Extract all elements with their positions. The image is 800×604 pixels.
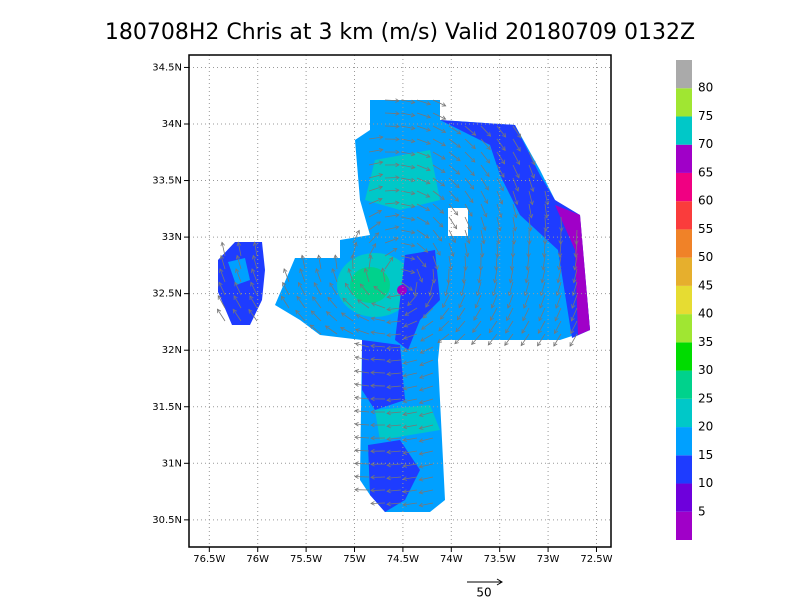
y-tick-label: 33.5N bbox=[152, 176, 182, 187]
colorbar-box bbox=[676, 484, 692, 512]
colorbar-label: 25 bbox=[698, 391, 713, 405]
colorbar-box bbox=[676, 342, 692, 370]
field-patch bbox=[350, 267, 390, 303]
colorbar-box bbox=[676, 286, 692, 314]
x-tick-label: 75W bbox=[343, 554, 366, 565]
y-tick-label: 34N bbox=[162, 119, 182, 130]
colorbar-label: 45 bbox=[698, 278, 713, 292]
y-tick-label: 32N bbox=[162, 345, 182, 356]
wind-arrow bbox=[385, 126, 399, 127]
colorbar-box bbox=[676, 116, 692, 144]
x-tick-label: 76.5W bbox=[193, 554, 225, 565]
colorbar-box bbox=[676, 427, 692, 455]
colorbar-label: 10 bbox=[698, 476, 713, 490]
colorbar-box bbox=[676, 60, 692, 88]
y-tick-label: 31N bbox=[162, 458, 182, 469]
x-tick-label: 73.5W bbox=[484, 554, 516, 565]
y-tick-label: 32.5N bbox=[152, 289, 182, 300]
wind-arrow bbox=[371, 503, 385, 504]
colorbar-box bbox=[676, 314, 692, 342]
colorbar-label: 50 bbox=[698, 250, 713, 264]
colorbar-label: 35 bbox=[698, 335, 713, 349]
colorbar-box bbox=[676, 455, 692, 483]
colorbar-box bbox=[676, 88, 692, 116]
y-tick-label: 33N bbox=[162, 232, 182, 243]
colorbar-label: 65 bbox=[698, 165, 713, 179]
y-tick-label: 34.5N bbox=[152, 62, 182, 73]
wind-arrow bbox=[371, 372, 385, 373]
colorbar-label: 30 bbox=[698, 363, 713, 377]
colorbar-label: 15 bbox=[698, 448, 713, 462]
colorbar-label: 75 bbox=[698, 109, 713, 123]
chart-title: 180708H2 Chris at 3 km (m/s) Valid 20180… bbox=[105, 20, 695, 45]
y-tick-label: 31.5N bbox=[152, 402, 182, 413]
colorbar-label: 20 bbox=[698, 420, 713, 434]
colorbar-label: 60 bbox=[698, 194, 713, 208]
colorbar-label: 70 bbox=[698, 137, 713, 151]
x-tick-label: 73W bbox=[537, 554, 560, 565]
colorbar-label: 55 bbox=[698, 222, 713, 236]
colorbar-box bbox=[676, 173, 692, 201]
colorbar-label: 80 bbox=[698, 81, 713, 95]
colorbar-box bbox=[676, 229, 692, 257]
colorbar-box bbox=[676, 399, 692, 427]
colorbar-box bbox=[676, 371, 692, 399]
x-tick-label: 72.5W bbox=[580, 554, 612, 565]
colorbar-box bbox=[676, 512, 692, 540]
colorbar-box bbox=[676, 145, 692, 173]
colorbar-label: 40 bbox=[698, 307, 713, 321]
wind-arrow bbox=[528, 243, 529, 257]
wind-arrow bbox=[448, 269, 449, 283]
y-tick-label: 30.5N bbox=[152, 515, 182, 526]
wind-arrow bbox=[352, 255, 353, 269]
colorbar-box bbox=[676, 258, 692, 286]
colorbar-label: 5 bbox=[698, 504, 706, 518]
reference-label: 50 bbox=[476, 586, 491, 600]
x-tick-label: 74W bbox=[440, 554, 463, 565]
colorbar-box bbox=[676, 201, 692, 229]
x-tick-label: 76W bbox=[246, 554, 269, 565]
x-tick-label: 75.5W bbox=[290, 554, 322, 565]
x-tick-label: 74.5W bbox=[387, 554, 419, 565]
